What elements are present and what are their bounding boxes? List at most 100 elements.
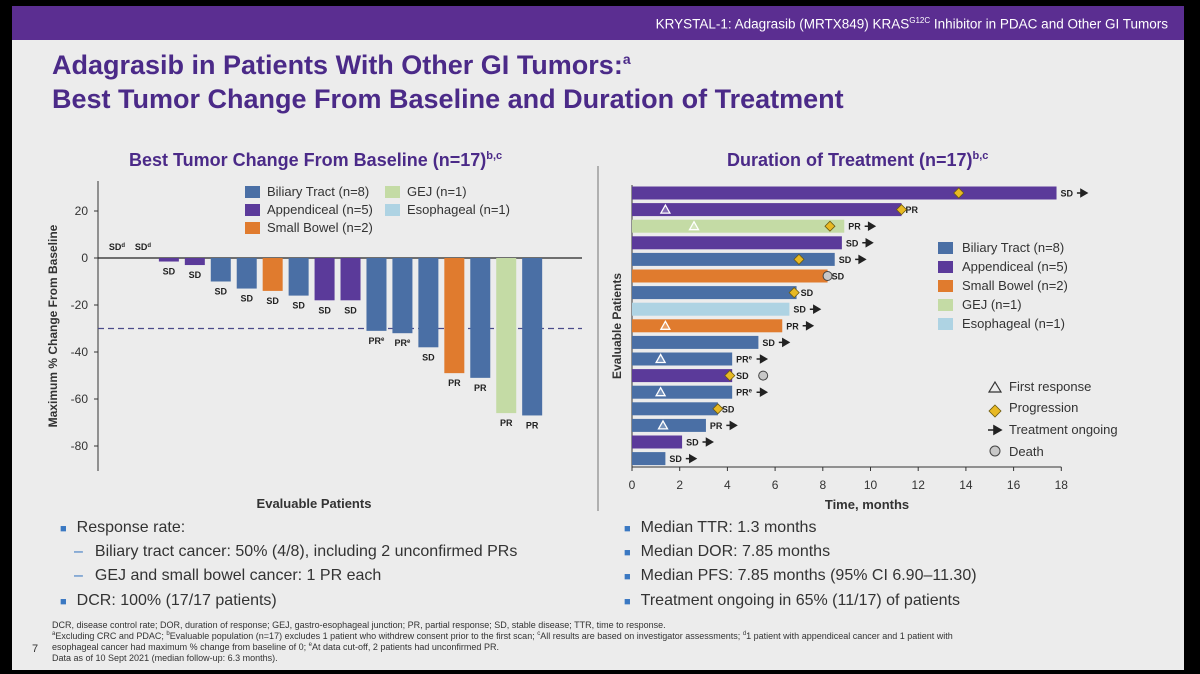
bullet-text: Median TTR: 1.3 months xyxy=(640,519,817,536)
bullet-text: Median PFS: 7.85 months (95% CI 6.90–11.… xyxy=(640,567,977,584)
legend-swatch xyxy=(938,299,953,311)
bar-label: PRe xyxy=(369,336,386,346)
duration-bar xyxy=(632,236,842,250)
bar-label: PR xyxy=(526,420,539,430)
legend-label: Biliary Tract (n=8) xyxy=(962,240,1064,255)
first-response-marker xyxy=(655,353,667,364)
progression-marker xyxy=(788,287,800,299)
legend-swatch xyxy=(938,280,953,292)
bullet-item: ■ Median DOR: 7.85 months xyxy=(624,543,830,561)
progression-marker xyxy=(712,403,724,415)
bar-label: SDd xyxy=(109,242,126,252)
response-label: SD xyxy=(801,288,814,298)
bullet-item: ■ Median TTR: 1.3 months xyxy=(624,519,816,537)
bar xyxy=(210,258,231,282)
duration-bar xyxy=(632,219,845,233)
bullet-item: ■ Median PFS: 7.85 months (95% CI 6.90–11… xyxy=(624,567,977,585)
duration-bar xyxy=(632,385,733,399)
duration-bar xyxy=(632,252,835,266)
duration-bar xyxy=(632,418,706,432)
legend-swatch xyxy=(245,222,260,234)
duration-bar xyxy=(632,402,718,416)
response-label: PRe xyxy=(736,355,753,365)
legend-swatch xyxy=(245,186,260,198)
ongoing-arrow xyxy=(726,420,738,431)
bullet-item: ■ Response rate: xyxy=(60,519,185,537)
tumor-change-chart: 20 0 -20 -40 -60 -80 Maximum % Change From Bas… xyxy=(46,181,582,511)
footnote-d-e: esophageal cancer had maximum % change f… xyxy=(52,642,499,652)
y-axis-title: Evaluable Patients xyxy=(610,273,624,379)
first-response-marker xyxy=(655,386,667,397)
bar xyxy=(158,258,179,262)
legend-label: Appendiceal (n=5) xyxy=(962,259,1068,274)
response-label: SD xyxy=(832,272,845,282)
ongoing-arrow xyxy=(702,437,714,447)
progression-marker xyxy=(724,370,736,382)
x-tick-label: 18 xyxy=(1055,478,1069,492)
ongoing-arrow xyxy=(864,221,877,232)
bullet-text: GEJ and small bowel cancer: 1 PR each xyxy=(94,567,382,584)
sub-bullet-marker: – xyxy=(74,567,83,584)
bullet-text: Biliary tract cancer: 50% (4/8), includi… xyxy=(94,543,518,560)
bullet-marker: ■ xyxy=(60,523,67,535)
response-label: PR xyxy=(906,205,919,215)
bullet-text: DCR: 100% (17/17 patients) xyxy=(76,592,277,609)
x-tick-label: 6 xyxy=(772,478,779,492)
bar xyxy=(236,258,257,289)
response-label: SD xyxy=(722,404,735,414)
duration-bar xyxy=(632,335,759,349)
response-label: PR xyxy=(848,222,861,232)
bullet-marker: ■ xyxy=(624,547,631,559)
x-tick-label: 12 xyxy=(912,478,926,492)
marker-legend-label: Death xyxy=(1009,444,1044,459)
ongoing-arrow xyxy=(809,304,822,315)
progression-marker xyxy=(953,187,965,199)
death-marker xyxy=(758,370,769,381)
death-icon xyxy=(989,445,1001,457)
legend-label: GEJ (n=1) xyxy=(962,297,1022,312)
ongoing-arrow xyxy=(778,337,791,348)
legend-label: Esophageal (n=1) xyxy=(407,202,510,217)
bar-label: SD xyxy=(292,301,305,311)
ongoing-arrow xyxy=(855,254,867,265)
legend-label: Appendiceal (n=5) xyxy=(267,202,373,217)
bar-label: SD xyxy=(163,267,176,277)
slide-title-line2: Best Tumor Change From Baseline and Dura… xyxy=(52,84,844,114)
legend-swatch xyxy=(245,204,260,216)
duration-bar xyxy=(632,302,790,316)
first-response-marker xyxy=(688,220,700,231)
bullet-marker: ■ xyxy=(624,571,631,583)
response-label: PRe xyxy=(736,388,753,398)
legend-swatch xyxy=(938,318,953,330)
death-marker xyxy=(822,271,833,281)
bullet-item: ■ Treatment ongoing in 65% (11/17) of pat… xyxy=(624,592,960,610)
bar-label: PR xyxy=(448,378,461,388)
footnote-a-d: aExcluding CRC and PDAC; bEvaluable popu… xyxy=(52,631,953,641)
bullet-item: ■ DCR: 100% (17/17 patients) xyxy=(60,592,277,610)
footnote-data-date: Data as of 10 Sept 2021 (median follow-u… xyxy=(52,653,278,663)
x-tick-label: 4 xyxy=(724,478,731,492)
bullet-text: Treatment ongoing in 65% (11/17) of pati… xyxy=(640,592,960,609)
bar xyxy=(496,258,517,414)
x-tick-label: 8 xyxy=(819,478,826,492)
response-label: SD xyxy=(1061,189,1074,199)
x-tick-label: 2 xyxy=(676,478,683,492)
ongoing-arrow xyxy=(756,354,769,364)
response-label: SD xyxy=(736,371,749,381)
y-tick-label: -60 xyxy=(71,392,89,406)
progression-marker xyxy=(824,220,836,232)
bullet-item: – Biliary tract cancer: 50% (4/8), includ… xyxy=(74,543,517,561)
bar-label: SD xyxy=(422,352,435,362)
duration-bar xyxy=(632,435,683,449)
first-response-marker xyxy=(657,419,669,430)
response-label: SD xyxy=(669,454,682,464)
banner-title: KRYSTAL-1: Adagrasib (MRTX849) KRASG12C … xyxy=(655,16,1168,32)
y-tick-label: -80 xyxy=(71,439,89,453)
header-banner: KRYSTAL-1: Adagrasib (MRTX849) KRASG12C … xyxy=(12,6,1184,40)
response-label: PR xyxy=(710,421,723,431)
legend-label: Small Bowel (n=2) xyxy=(267,220,373,235)
bullet-marker: ■ xyxy=(624,596,631,608)
y-tick-label: 0 xyxy=(81,251,88,265)
duration-bar xyxy=(632,269,828,283)
response-label: SD xyxy=(839,255,852,265)
